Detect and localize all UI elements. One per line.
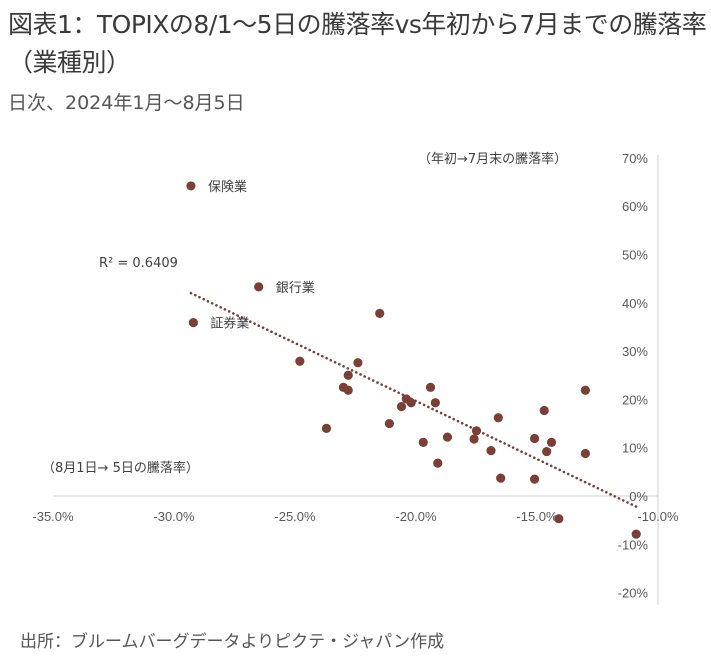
data-point [542, 446, 552, 457]
y-tick-label: -20% [618, 586, 649, 601]
data-point [343, 370, 353, 380]
x-tick-labels: -35.0% -30.0% -25.0% -20.0% -15.0% -10.0% [32, 509, 679, 524]
data-point [254, 282, 264, 292]
data-point [343, 385, 353, 395]
y-tick-label: 20% [622, 392, 648, 407]
y-tick-label: -10% [618, 537, 649, 552]
data-point [295, 356, 305, 366]
chart-title: 図表1：TOPIXの8/1～5日の騰落率vs年初から7月までの騰落率（業種別） [8, 10, 707, 77]
y-tick-labels: 70% 60% 50% 40% 30% 20% 10% 0% -10% -20% [618, 151, 649, 601]
y-tick-label: 70% [622, 151, 648, 166]
data-point [442, 432, 453, 442]
y-tick-label: 0% [629, 489, 648, 504]
point-label: 銀行業 [276, 280, 315, 296]
data-point [418, 437, 428, 447]
data-point [631, 529, 641, 539]
y-tick-label: 30% [622, 344, 648, 359]
point-label: 証券業 [210, 316, 249, 332]
y-tick-label: 40% [622, 296, 648, 311]
data-point [188, 318, 198, 328]
data-point [321, 423, 332, 433]
data-point [493, 413, 503, 423]
data-point [469, 434, 479, 444]
x-tick-label: -15.0% [516, 509, 558, 524]
source-note: 出所：ブルームバーグデータよりピクテ・ジャパン作成 [20, 632, 445, 652]
data-point [539, 405, 549, 416]
y-tick-label: 10% [622, 441, 648, 456]
x-tick-label: -10.0% [637, 509, 679, 524]
x-tick-label: -30.0% [153, 509, 195, 524]
y-tick-label: 50% [622, 248, 648, 263]
data-point [496, 473, 506, 483]
x-tick-label: -25.0% [274, 509, 316, 524]
data-point [471, 426, 482, 436]
chart-subtitle: 日次、2024年1月～8月5日 [8, 92, 245, 114]
data-point [425, 382, 436, 392]
y-axis-title: （年初→7月末の騰落率） [418, 151, 567, 167]
data-point [546, 437, 557, 447]
x-tick-label: -35.0% [32, 509, 74, 524]
r-squared-label: R² = 0.6409 [99, 256, 178, 271]
data-point [529, 433, 540, 444]
data-point [396, 402, 407, 412]
data-point [580, 448, 591, 459]
point-label: 保険業 [208, 179, 247, 195]
data-point [186, 181, 196, 191]
data-point [554, 514, 564, 524]
data-point [406, 398, 416, 408]
y-tick-label: 60% [622, 199, 648, 214]
data-point [486, 445, 496, 456]
data-point [353, 358, 363, 368]
data-point [430, 398, 440, 408]
x-axis-title: （8月1日→ 5日の騰落率） [42, 460, 199, 476]
data-point [433, 458, 443, 468]
data-point [580, 385, 591, 395]
data-point [529, 474, 540, 484]
data-point [384, 418, 394, 429]
x-tick-label: -20.0% [395, 509, 437, 524]
data-point [375, 308, 385, 319]
